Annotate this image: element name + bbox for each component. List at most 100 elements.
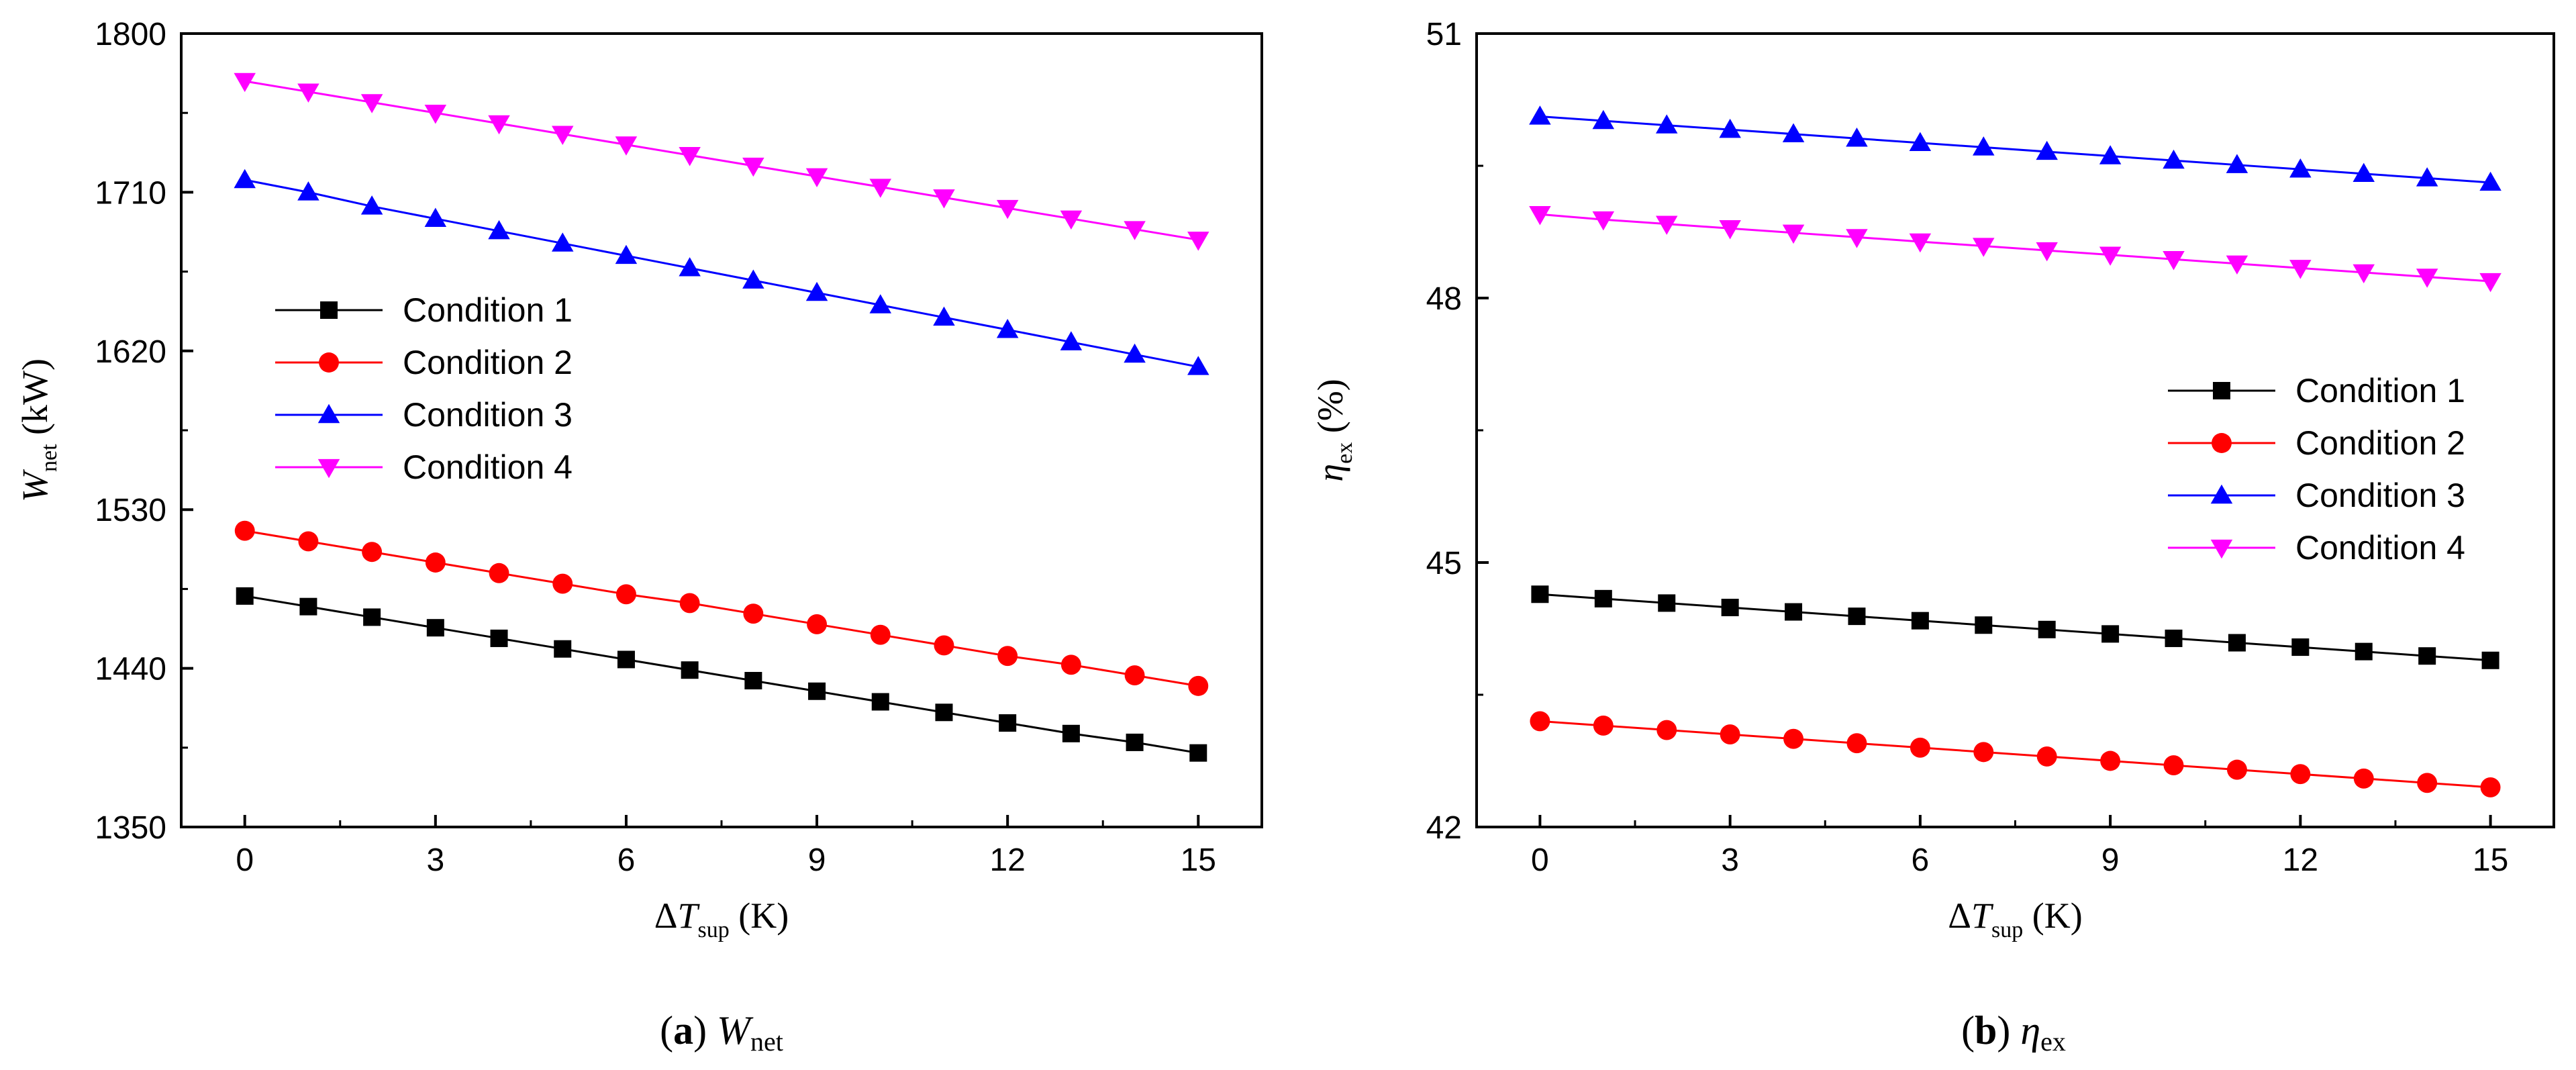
x-tick-label: 6 [1912, 842, 1930, 878]
data-point [2291, 638, 2310, 656]
data-point [1060, 331, 1083, 350]
series-2 [234, 520, 1209, 696]
data-point [234, 520, 255, 541]
legend-marker [317, 458, 340, 479]
data-point [2481, 651, 2499, 669]
data-point [1529, 105, 1551, 125]
data-point [424, 105, 447, 124]
data-point [1062, 724, 1080, 742]
data-point [1655, 114, 1678, 134]
data-point [871, 693, 889, 711]
series-line [244, 530, 1199, 687]
data-point [2163, 251, 2185, 271]
legend-marker [317, 403, 340, 424]
series-4 [234, 72, 1209, 251]
data-point [615, 244, 638, 264]
data-point [869, 294, 892, 313]
data-point [1909, 132, 1932, 152]
data-point [552, 573, 573, 594]
legend-marker [319, 352, 339, 373]
data-point [2036, 140, 2058, 160]
data-point [488, 115, 510, 135]
data-point [615, 584, 636, 605]
legend-label: Condition 3 [2295, 477, 2465, 514]
data-point [1656, 720, 1677, 740]
data-point [2416, 269, 2438, 288]
data-point [2352, 264, 2375, 284]
data-point [1187, 232, 1209, 251]
data-point [1846, 128, 1868, 147]
data-point [679, 147, 701, 166]
data-point [808, 682, 826, 700]
data-point [297, 83, 319, 103]
data-point [1910, 737, 1930, 758]
legend: Condition 1 Condition 2 Condition 3 Conditi… [2168, 372, 2465, 567]
data-point [2290, 764, 2311, 785]
legend-marker [2210, 539, 2233, 559]
x-tick-label: 15 [1181, 842, 1216, 878]
data-point [1846, 733, 1867, 754]
y-tick-label: 1800 [95, 17, 166, 52]
legend: Condition 1 Condition 2 Condition 3 Conditi… [275, 291, 573, 486]
data-point [807, 614, 828, 634]
data-point [363, 608, 381, 626]
data-point [1530, 711, 1550, 732]
data-point [236, 587, 254, 605]
x-tick-label: 9 [2101, 842, 2120, 878]
data-point [2099, 145, 2122, 164]
series-line [244, 80, 1199, 241]
x-tick-label: 9 [808, 842, 826, 878]
y-tick-label: 1620 [95, 334, 166, 370]
x-tick-label: 12 [989, 842, 1025, 878]
data-point [2036, 242, 2058, 262]
data-point [2479, 273, 2501, 293]
data-point [1848, 607, 1866, 626]
data-point [2228, 634, 2246, 652]
data-point [1719, 118, 1741, 138]
data-point [1188, 675, 1209, 696]
data-point [362, 542, 383, 563]
data-point [2163, 755, 2184, 776]
data-point [234, 72, 256, 93]
series-line [1540, 720, 2491, 789]
x-axis-title: ΔTsup (K) [1948, 895, 2082, 942]
data-point [742, 157, 764, 177]
data-point [425, 552, 446, 573]
data-point [933, 189, 955, 209]
data-point [488, 220, 510, 240]
data-point [424, 207, 447, 227]
data-point [2352, 162, 2375, 183]
data-point [2038, 620, 2056, 638]
data-point [297, 181, 319, 201]
data-point [1592, 109, 1615, 130]
data-point [997, 646, 1018, 667]
data-point [2355, 642, 2373, 661]
data-point [1846, 229, 1868, 248]
data-point [1189, 744, 1207, 762]
y-tick-label: 45 [1426, 546, 1462, 581]
data-point [1060, 654, 1081, 675]
y-tick-label: 51 [1426, 17, 1462, 52]
panel-b: 0 3 6 9 12 15 42 45 48 51 ΔTsup (K) ηex (%) Conditio… [1310, 17, 2555, 1057]
data-point [743, 603, 764, 624]
data-point [1124, 221, 1146, 240]
data-point [551, 126, 574, 145]
data-point [1655, 215, 1678, 235]
y-tick-label: 1440 [95, 652, 166, 687]
legend-marker [320, 301, 338, 319]
series-2 [1530, 711, 2501, 797]
data-point [2101, 625, 2120, 643]
data-point [681, 661, 699, 679]
y-tick-label: 1710 [95, 175, 166, 211]
y-tick-label: 1530 [95, 493, 166, 528]
data-point [1973, 238, 1995, 257]
data-point [551, 232, 574, 252]
y-tick-label: 48 [1426, 281, 1462, 317]
data-point [1782, 123, 1805, 142]
data-point [426, 619, 444, 637]
data-point [490, 629, 508, 647]
data-point [1658, 594, 1676, 612]
series-line [1540, 593, 2491, 662]
legend-marker [2212, 433, 2232, 453]
series-line [244, 179, 1199, 368]
